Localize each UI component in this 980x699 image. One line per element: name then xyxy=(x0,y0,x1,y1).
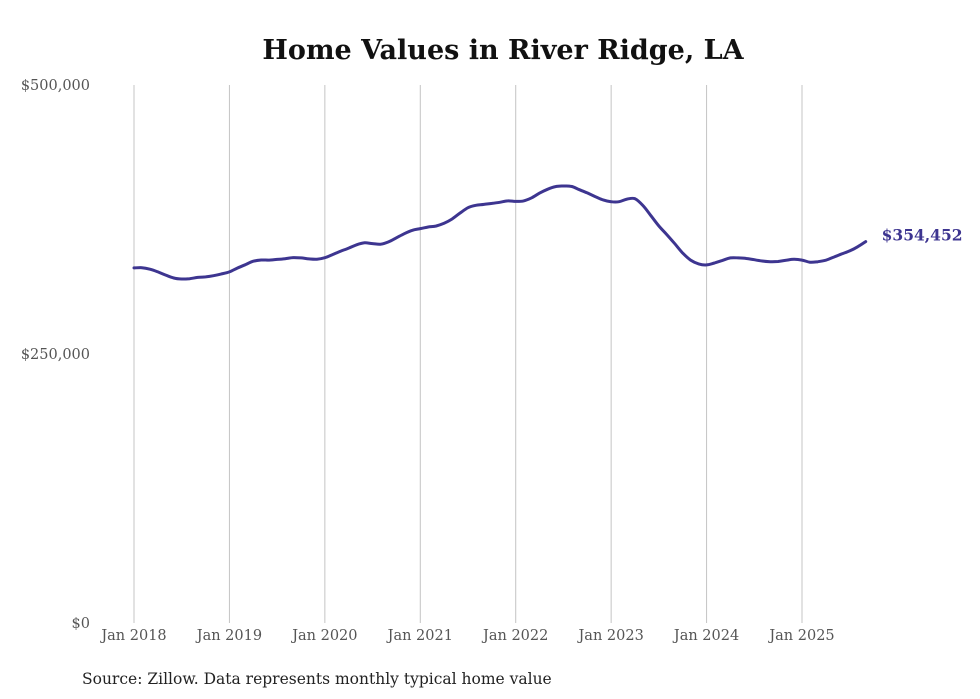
source-note: Source: Zillow. Data represents monthly … xyxy=(82,670,552,688)
gridlines xyxy=(133,85,803,623)
x-tick-label: Jan 2021 xyxy=(386,628,453,644)
y-tick-label: $250,000 xyxy=(21,347,90,363)
x-tick-label: Jan 2020 xyxy=(290,628,357,644)
x-tick-label: Jan 2023 xyxy=(576,628,643,644)
x-tick-label: Jan 2025 xyxy=(767,628,834,644)
x-tick-label: Jan 2018 xyxy=(99,628,166,644)
end-value-label: $354,452 xyxy=(882,226,963,245)
series-line-home-value xyxy=(132,184,868,281)
x-tick-label: Jan 2019 xyxy=(195,628,262,644)
y-tick-label: $500,000 xyxy=(21,78,90,94)
x-axis-ticks: Jan 2018 Jan 2019 Jan 2020 Jan 2021 Jan 2022… xyxy=(99,628,834,644)
chart-title: Home Values in River Ridge, LA xyxy=(262,35,744,66)
x-tick-label: Jan 2024 xyxy=(672,628,739,644)
x-tick-label: Jan 2022 xyxy=(481,628,548,644)
y-tick-label: $0 xyxy=(72,616,90,632)
y-axis-ticks: $500,000 $250,000 $0 xyxy=(21,78,90,632)
